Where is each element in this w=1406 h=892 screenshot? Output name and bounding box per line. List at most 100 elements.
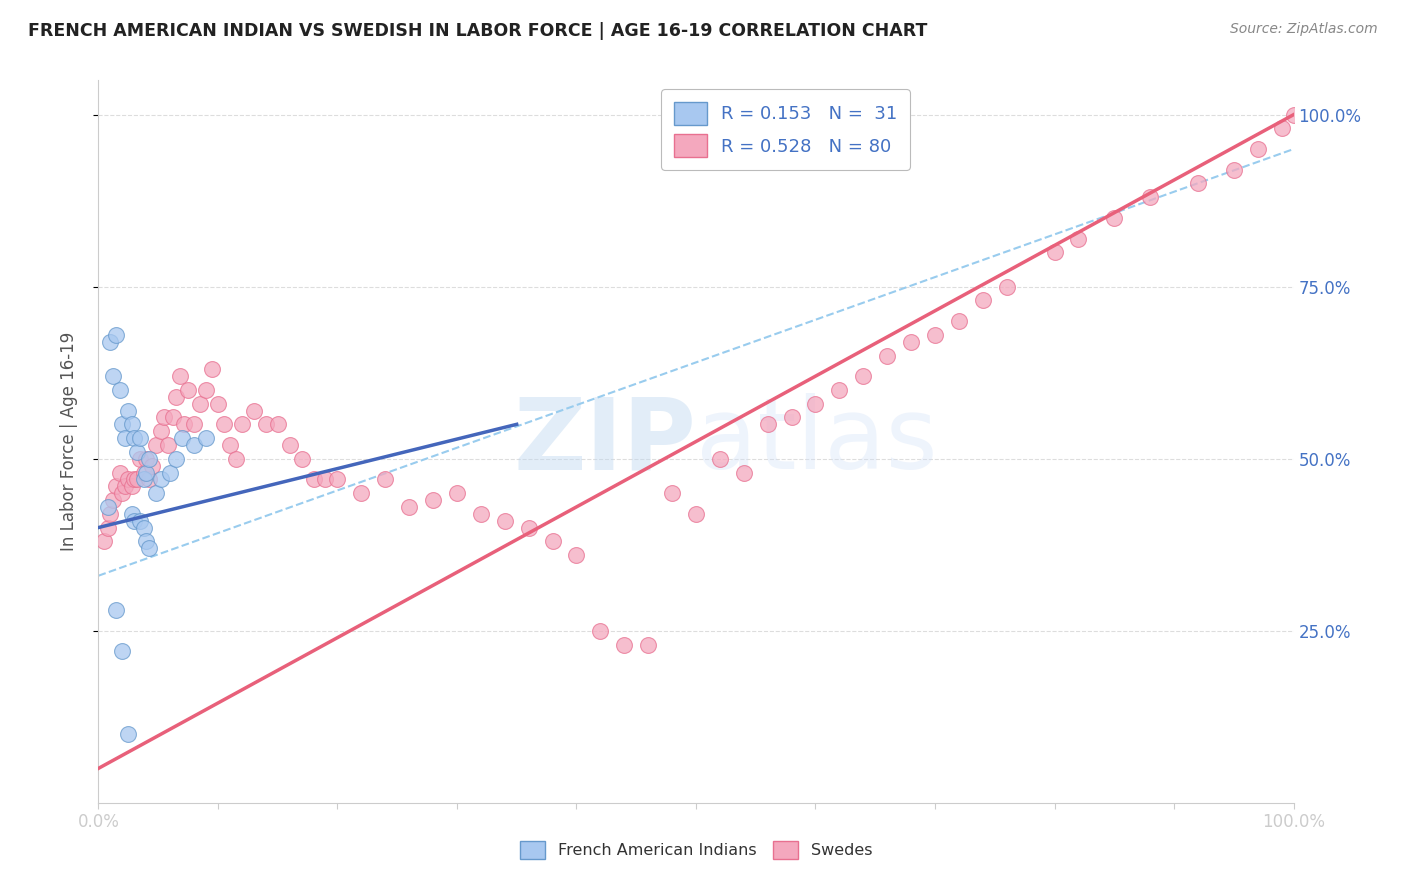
- Point: [105, 327, 128, 342]
- Point: [121, 417, 143, 432]
- Point: [828, 383, 851, 397]
- Point: [1271, 121, 1294, 136]
- Point: [1104, 211, 1126, 225]
- Point: [132, 466, 155, 480]
- Point: [117, 403, 139, 417]
- Point: [97, 520, 120, 534]
- Point: [149, 424, 172, 438]
- Point: [1067, 231, 1090, 245]
- Point: [124, 472, 146, 486]
- Point: [111, 417, 134, 432]
- Point: [422, 493, 444, 508]
- Point: [398, 500, 420, 514]
- Point: [129, 451, 152, 466]
- Point: [685, 507, 707, 521]
- Point: [105, 479, 128, 493]
- Point: [291, 451, 314, 466]
- Point: [111, 644, 134, 658]
- Point: [141, 458, 163, 473]
- Point: [124, 514, 146, 528]
- Point: [219, 438, 242, 452]
- Point: [169, 369, 191, 384]
- Point: [995, 279, 1018, 293]
- Point: [135, 451, 157, 466]
- Point: [135, 466, 157, 480]
- Point: [156, 438, 179, 452]
- Point: [231, 417, 253, 432]
- Point: [1187, 177, 1209, 191]
- Point: [709, 451, 731, 466]
- Point: [1282, 108, 1305, 122]
- Point: [315, 472, 337, 486]
- Point: [924, 327, 946, 342]
- Point: [138, 451, 160, 466]
- Point: [780, 410, 803, 425]
- Point: [125, 472, 148, 486]
- Point: [267, 417, 290, 432]
- Point: [254, 417, 277, 432]
- Point: [124, 431, 146, 445]
- Text: ZIP: ZIP: [513, 393, 696, 490]
- Point: [470, 507, 492, 521]
- Point: [117, 472, 139, 486]
- Point: [541, 534, 564, 549]
- Point: [225, 451, 247, 466]
- Point: [111, 486, 134, 500]
- Point: [195, 383, 218, 397]
- Point: [733, 466, 755, 480]
- Point: [162, 410, 184, 425]
- Point: [278, 438, 301, 452]
- Point: [948, 314, 970, 328]
- Point: [93, 534, 115, 549]
- Point: [876, 349, 898, 363]
- Point: [165, 390, 187, 404]
- Point: [108, 383, 131, 397]
- Point: [661, 486, 683, 500]
- Point: [135, 534, 157, 549]
- Text: Source: ZipAtlas.com: Source: ZipAtlas.com: [1230, 22, 1378, 37]
- Point: [121, 507, 143, 521]
- Point: [1043, 245, 1066, 260]
- Point: [188, 397, 211, 411]
- Point: [97, 500, 120, 514]
- Point: [98, 334, 122, 349]
- Point: [613, 638, 636, 652]
- Point: [121, 479, 143, 493]
- Point: [177, 383, 200, 397]
- Point: [446, 486, 468, 500]
- Point: [165, 451, 187, 466]
- Point: [756, 417, 779, 432]
- Point: [243, 403, 266, 417]
- Point: [852, 369, 875, 384]
- Text: FRENCH AMERICAN INDIAN VS SWEDISH IN LABOR FORCE | AGE 16-19 CORRELATION CHART: FRENCH AMERICAN INDIAN VS SWEDISH IN LAB…: [28, 22, 928, 40]
- Point: [172, 431, 194, 445]
- Point: [138, 472, 160, 486]
- Point: [98, 507, 122, 521]
- Point: [517, 520, 540, 534]
- Point: [494, 514, 516, 528]
- Point: [207, 397, 229, 411]
- Y-axis label: In Labor Force | Age 16-19: In Labor Force | Age 16-19: [59, 332, 77, 551]
- Point: [201, 362, 224, 376]
- Point: [302, 472, 325, 486]
- Point: [173, 417, 195, 432]
- Point: [900, 334, 922, 349]
- Point: [195, 431, 218, 445]
- Point: [132, 472, 155, 486]
- Point: [145, 486, 167, 500]
- Point: [1247, 142, 1270, 156]
- Point: [129, 514, 152, 528]
- Point: [149, 472, 172, 486]
- Legend: R = 0.153   N =  31, R = 0.528   N = 80: R = 0.153 N = 31, R = 0.528 N = 80: [661, 89, 910, 170]
- Point: [108, 466, 131, 480]
- Point: [159, 466, 181, 480]
- Point: [138, 541, 160, 556]
- Point: [101, 369, 124, 384]
- Point: [183, 438, 205, 452]
- Point: [132, 520, 155, 534]
- Point: [183, 417, 205, 432]
- Point: [153, 410, 176, 425]
- Point: [374, 472, 396, 486]
- Point: [326, 472, 349, 486]
- Point: [101, 493, 124, 508]
